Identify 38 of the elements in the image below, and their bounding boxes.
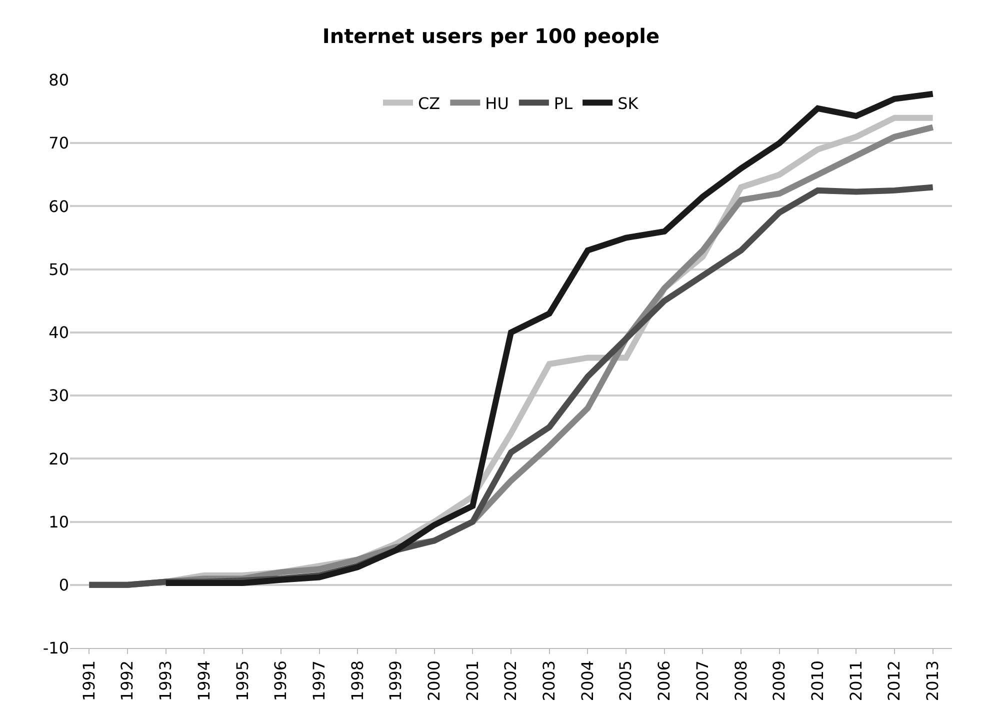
- x-tick-label: 2004: [578, 660, 597, 702]
- x-tick-label: 2012: [884, 660, 904, 702]
- x-tick-label: 1999: [386, 660, 406, 702]
- x-tick-label: 1997: [309, 660, 328, 702]
- y-tick-label: -10: [42, 638, 69, 658]
- legend-label: SK: [618, 94, 639, 113]
- legend-label: CZ: [418, 94, 440, 113]
- x-tick-label: 2000: [424, 660, 444, 702]
- legend-label: HU: [485, 94, 509, 113]
- x-tick-label: 2008: [731, 660, 750, 702]
- x-tick-label: 1991: [79, 660, 98, 702]
- x-tick-label: 2009: [770, 660, 789, 702]
- x-tick-label: 2011: [846, 660, 866, 702]
- y-tick-label: 80: [48, 70, 69, 90]
- x-tick-label: 2010: [808, 660, 827, 702]
- legend-label: PL: [554, 94, 573, 113]
- y-tick-label: 70: [48, 134, 69, 153]
- x-tick-label: 2007: [692, 660, 712, 702]
- x-tick-label: 1996: [271, 660, 290, 702]
- x-tick-label: 1995: [232, 660, 252, 702]
- y-tick-label: 50: [48, 260, 69, 279]
- y-tick-label: 10: [48, 512, 69, 532]
- y-tick-label: 30: [48, 386, 69, 406]
- y-tick-label: 20: [48, 449, 69, 468]
- x-tick-label: 1992: [118, 660, 137, 702]
- x-tick-label: 2003: [540, 660, 559, 702]
- x-tick-label: 2001: [462, 660, 482, 702]
- x-tick-label: 2005: [616, 660, 636, 702]
- y-tick-label: 40: [48, 323, 69, 342]
- x-tick-label: 2013: [923, 660, 942, 702]
- chart-title: Internet users per 100 people: [322, 24, 660, 48]
- y-tick-label: 60: [48, 196, 69, 216]
- x-tick-label: 2006: [654, 660, 674, 702]
- y-tick-label: 0: [58, 575, 69, 594]
- x-tick-label: 1994: [194, 660, 214, 702]
- x-tick-label: 1998: [348, 660, 367, 702]
- x-tick-label: 1993: [156, 660, 176, 702]
- x-tick-label: 2002: [501, 660, 520, 702]
